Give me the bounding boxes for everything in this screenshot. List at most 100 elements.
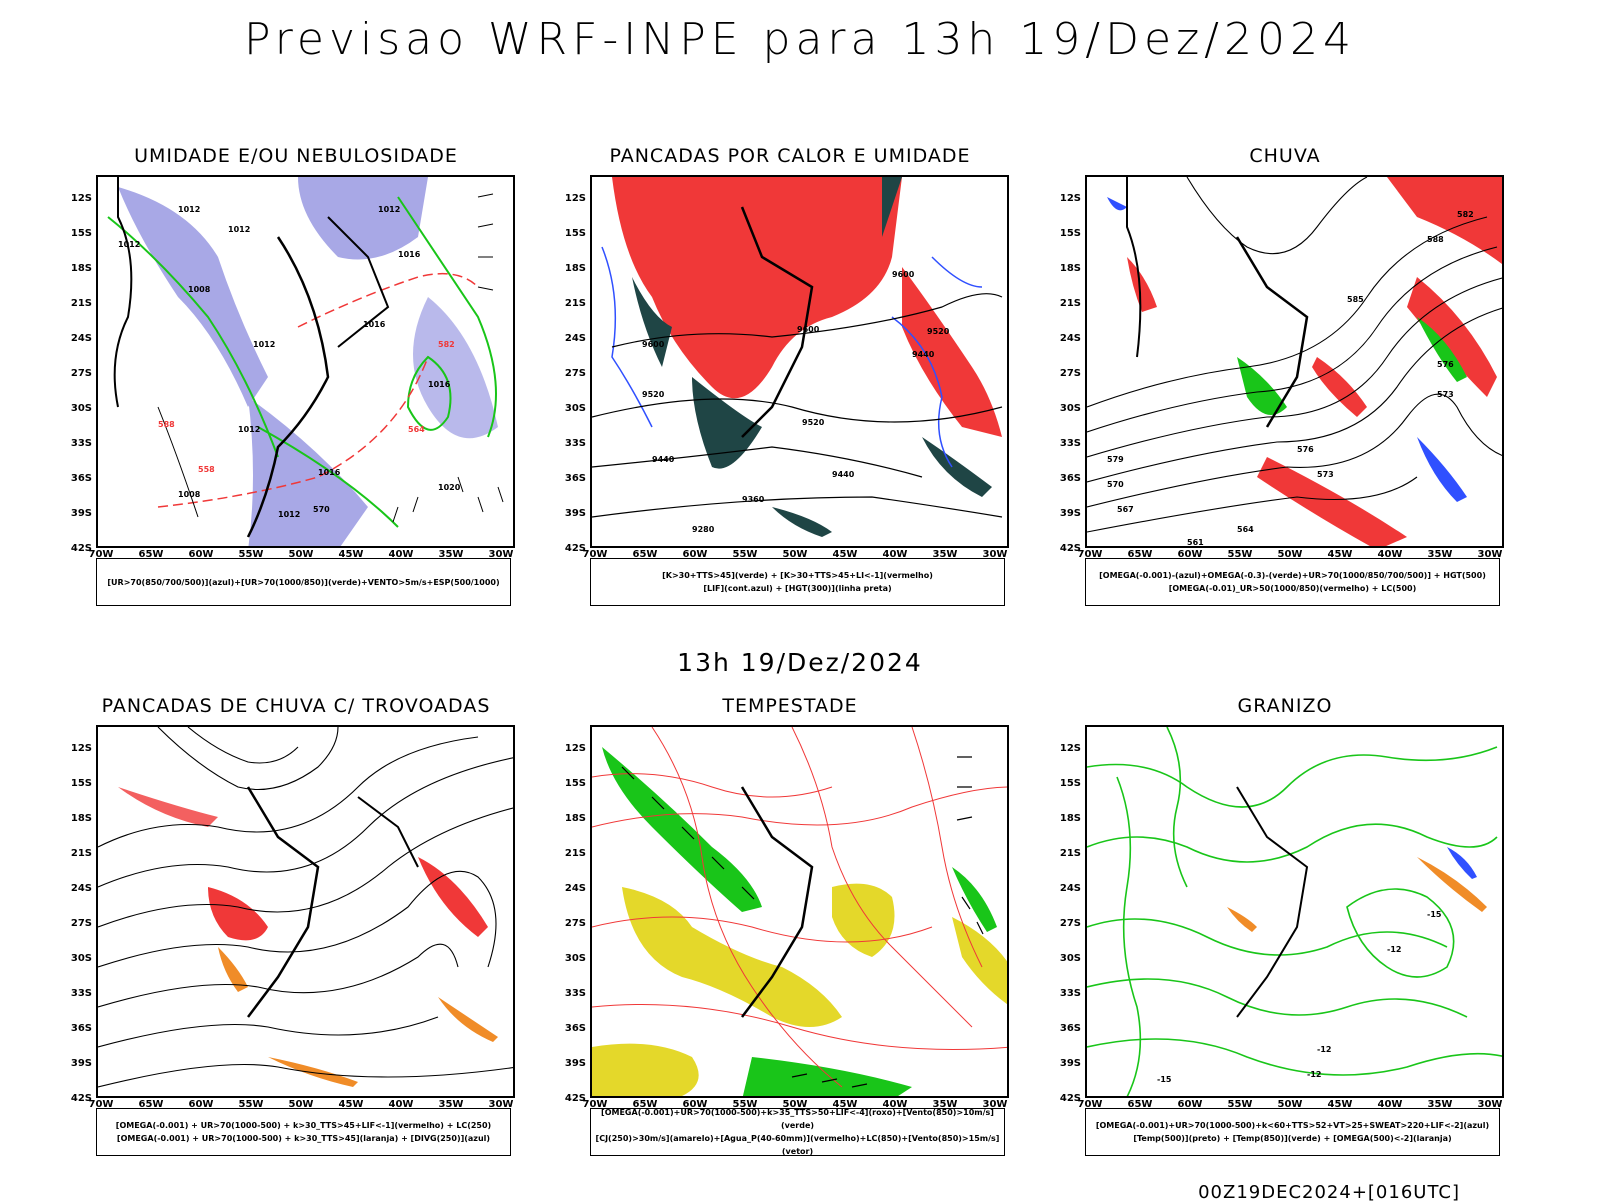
lat-label: 15S [564, 228, 586, 239]
map-label: 9440 [912, 350, 935, 359]
lat-label: 39S [564, 1058, 586, 1069]
map-label: 9600 [642, 340, 665, 349]
lon-label: 55W [732, 549, 758, 560]
lon-label: 35W [1427, 1099, 1453, 1110]
lat-label: 39S [70, 1058, 92, 1069]
map-label: 582 [1457, 210, 1474, 219]
lat-label: 33S [1059, 438, 1081, 449]
map-label: -12 [1317, 1045, 1331, 1054]
lon-label: 65W [1127, 1099, 1153, 1110]
lon-label: 60W [682, 549, 708, 560]
lat-label: 21S [1059, 298, 1081, 309]
map-granizo: -12 -12 -15 -12 -15 [1085, 725, 1504, 1098]
map-label: 564 [408, 425, 425, 434]
mid-title-text: 13h 19/Dez/2024 [677, 648, 923, 677]
lat-label: 36S [1059, 473, 1081, 484]
map-label: 1008 [188, 285, 211, 294]
lon-label: 35W [438, 549, 464, 560]
lon-label: 60W [1177, 549, 1203, 560]
legend-line: [CJ(250)>30m/s](amarelo)+[Agua_P(40-60mm… [595, 1134, 1000, 1156]
main-title: Previsao WRF-INPE para 13h 19/Dez/2024 [244, 14, 1356, 65]
lat-label: 36S [70, 1023, 92, 1034]
map-chuva: 582 576 573 570 567 564 561 588 585 576 … [1085, 175, 1504, 548]
lat-label: 12S [70, 193, 92, 204]
lat-label: 24S [70, 883, 92, 894]
lat-label: 30S [1059, 403, 1081, 414]
lon-label: 35W [932, 1099, 958, 1110]
lat-label: 24S [1059, 333, 1081, 344]
lat-label: 39S [70, 508, 92, 519]
panel-pancadas-trovoadas: PANCADAS DE CHUVA C/ TROVOADAS [56, 695, 536, 1170]
lat-label: 27S [1059, 368, 1081, 379]
lon-label: 30W [1477, 549, 1503, 560]
mid-title: 13h 19/Dez/2024 [0, 648, 1600, 677]
lat-label: 30S [564, 403, 586, 414]
lon-label: 35W [1427, 549, 1453, 560]
lon-label: 30W [1477, 1099, 1503, 1110]
map-label: 576 [1297, 445, 1314, 454]
map-label: 1016 [363, 320, 386, 329]
map-label: 1016 [398, 250, 421, 259]
lon-label: 40W [882, 1099, 908, 1110]
map-label: 573 [1437, 390, 1454, 399]
lon-label: 30W [982, 1099, 1008, 1110]
lat-label: 24S [564, 883, 586, 894]
lat-label: 30S [70, 953, 92, 964]
lon-label: 55W [1227, 1099, 1253, 1110]
panel-legend: [K>30+TTS>45](verde) + [K>30+TTS>45+LI<-… [590, 558, 1005, 606]
map-label: 570 [1107, 480, 1124, 489]
map-label: 1012 [238, 425, 260, 434]
panel-umidade: UMIDADE E/OU NEBULOSIDADE 1012 1012 1012… [56, 145, 536, 620]
map-label: 576 [1437, 360, 1454, 369]
legend-line: [Temp(500)](preto) + [Temp(850)](verde) … [1133, 1134, 1452, 1143]
lat-label: 39S [1059, 1058, 1081, 1069]
lat-label: 27S [70, 368, 92, 379]
panel-legend: [OMEGA(-0.001)+UR>70(1000-500)+k>35_TTS>… [590, 1108, 1005, 1156]
lon-label: 60W [682, 1099, 708, 1110]
map-label: 1020 [438, 483, 461, 492]
lon-label: 60W [1177, 1099, 1203, 1110]
lon-label: 65W [1127, 549, 1153, 560]
lat-label: 42S [564, 543, 586, 554]
lon-label: 35W [438, 1099, 464, 1110]
lon-label: 30W [982, 549, 1008, 560]
lon-label: 55W [238, 549, 264, 560]
map-label: 1012 [118, 240, 140, 249]
map-label: 1012 [228, 225, 250, 234]
map-label: 9360 [742, 495, 765, 504]
lat-label: 21S [70, 848, 92, 859]
map-label: 579 [1107, 455, 1124, 464]
lat-label: 21S [564, 298, 586, 309]
lon-label: 65W [138, 549, 164, 560]
lat-label: 33S [564, 438, 586, 449]
legend-line: [OMEGA(-0.01)_UR>50(1000/850)(vermelho) … [1168, 584, 1417, 593]
map-label: 9600 [892, 270, 915, 279]
map-label: 564 [1237, 525, 1254, 534]
lat-label: 24S [70, 333, 92, 344]
panel-title: TEMPESTADE [722, 695, 858, 717]
lat-label: 12S [564, 193, 586, 204]
lat-label: 15S [1059, 228, 1081, 239]
map-label: 9520 [802, 418, 825, 427]
map-label: -15 [1157, 1075, 1172, 1084]
map-label: 1016 [428, 380, 451, 389]
panel-legend: [UR>70(850/700/500)](azul)+[UR>70(1000/8… [96, 558, 511, 606]
lat-label: 30S [70, 403, 92, 414]
panel-granizo: GRANIZO -12 -12 -15 -12 -15 [1045, 695, 1525, 1170]
lon-label: 45W [1327, 1099, 1353, 1110]
lat-label: 12S [1059, 193, 1081, 204]
lat-label: 21S [564, 848, 586, 859]
map-label: 573 [1317, 470, 1334, 479]
lon-label: 40W [388, 1099, 414, 1110]
panel-tempestade: TEMPESTADE 12S 15S 18S [550, 695, 1030, 1170]
lon-label: 50W [1277, 549, 1303, 560]
panel-title: PANCADAS DE CHUVA C/ TROVOADAS [101, 695, 491, 717]
legend-line: [OMEGA(-0.001) + UR>70(1000-500) + k>30_… [115, 1121, 492, 1130]
map-label: 1008 [178, 490, 201, 499]
map-label: 588 [1427, 235, 1444, 244]
lat-label: 27S [70, 918, 92, 929]
lat-label: 33S [564, 988, 586, 999]
lat-label: 33S [70, 988, 92, 999]
lat-label: 39S [1059, 508, 1081, 519]
lon-label: 55W [238, 1099, 264, 1110]
